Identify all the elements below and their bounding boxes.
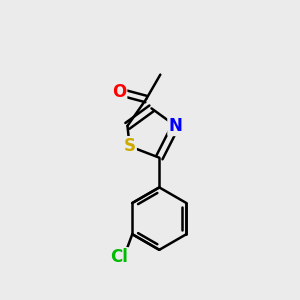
Text: S: S bbox=[124, 137, 136, 155]
Text: N: N bbox=[169, 117, 182, 135]
Text: O: O bbox=[112, 83, 126, 101]
Text: Cl: Cl bbox=[110, 248, 128, 266]
